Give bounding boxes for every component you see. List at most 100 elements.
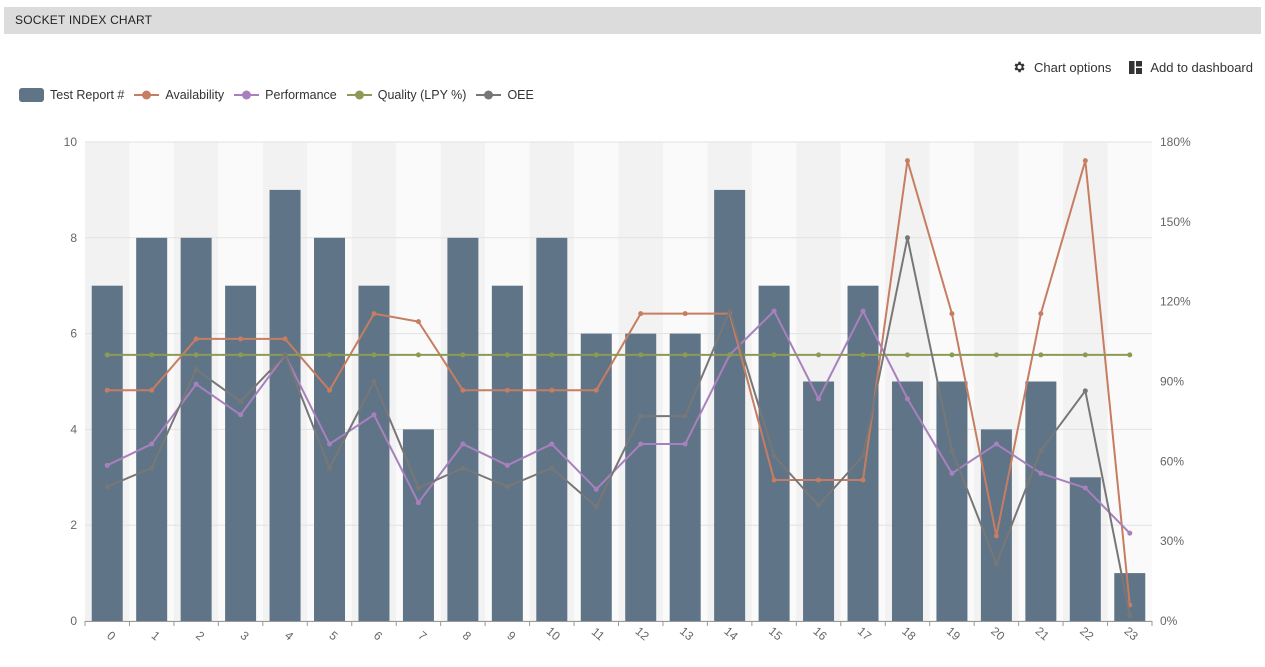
point-oee: [1038, 448, 1044, 454]
add-to-dashboard-button[interactable]: Add to dashboard: [1129, 60, 1253, 75]
panel-header: SOCKET INDEX CHART: [4, 7, 1261, 34]
chart-options-button[interactable]: Chart options: [1012, 60, 1111, 75]
legend-item-oee[interactable]: OEE: [476, 88, 534, 102]
legend-item-availability[interactable]: Availability: [134, 88, 224, 102]
bar-test-report: [669, 333, 701, 621]
legend-item-performance[interactable]: Performance: [234, 88, 337, 102]
legend-item-test-report[interactable]: Test Report #: [19, 88, 124, 102]
point-oee: [771, 453, 777, 459]
x-tick-label: 6: [371, 628, 385, 643]
bar-test-report: [980, 429, 1012, 621]
point-oee: [816, 502, 822, 508]
bar-test-report: [358, 285, 390, 621]
x-axis-ticks: [84, 621, 1153, 626]
point-performance: [860, 308, 866, 314]
point-performance: [1127, 530, 1133, 536]
x-tick-label: 22: [1077, 624, 1096, 644]
point-quality-lpy: [327, 352, 333, 358]
point-oee: [327, 465, 333, 471]
chart-title: SOCKET INDEX CHART: [15, 13, 153, 27]
x-tick-label: 18: [899, 624, 918, 644]
point-quality-lpy: [1082, 352, 1088, 358]
point-performance: [460, 441, 466, 447]
point-oee: [193, 367, 199, 373]
point-oee: [593, 504, 599, 510]
point-oee: [860, 453, 866, 459]
point-quality-lpy: [460, 352, 466, 358]
point-availability: [415, 319, 421, 325]
point-performance: [327, 441, 333, 447]
legend-label-quality: Quality (LPY %): [377, 88, 467, 102]
point-quality-lpy: [638, 352, 644, 358]
point-performance: [771, 308, 777, 314]
point-quality-lpy: [193, 352, 199, 358]
x-tick-label: 11: [589, 625, 608, 644]
point-oee: [993, 561, 999, 567]
y-left-tick-label: 6: [70, 327, 77, 341]
x-tick-label: 4: [282, 628, 296, 643]
y-left-tick-label: 2: [70, 518, 77, 532]
bar-test-report: [314, 237, 346, 622]
point-availability: [682, 311, 688, 317]
point-oee: [727, 308, 733, 314]
point-availability: [549, 387, 555, 393]
x-tick-label: 23: [1122, 624, 1141, 644]
chart-options-label: Chart options: [1034, 59, 1112, 75]
point-availability: [638, 311, 644, 317]
point-performance: [904, 396, 910, 402]
bar-series: [91, 189, 1146, 622]
x-tick-label: 20: [988, 624, 1007, 644]
point-performance: [104, 462, 110, 468]
point-oee: [238, 398, 244, 404]
point-availability: [593, 387, 599, 393]
x-tick-label: 10: [544, 624, 563, 644]
bar-test-report: [536, 237, 568, 622]
point-oee: [504, 484, 510, 490]
point-availability: [193, 336, 199, 342]
bar-test-report: [225, 285, 257, 621]
point-quality-lpy: [1038, 352, 1044, 358]
x-tick-label: 7: [415, 628, 429, 643]
point-performance: [1038, 470, 1044, 476]
bar-test-report: [1069, 477, 1101, 621]
y-right-tick-label: 0%: [1160, 614, 1178, 628]
legend-line-swatch: [134, 90, 160, 100]
point-performance: [638, 441, 644, 447]
bar-test-report: [447, 237, 479, 622]
y-axis-right: 0% 30% 60% 90% 120% 150% 180%: [1160, 135, 1191, 628]
y-right-tick-label: 150%: [1160, 215, 1191, 229]
legend-label-availability: Availability: [165, 88, 225, 102]
point-performance: [593, 486, 599, 492]
y-right-tick-label: 180%: [1160, 135, 1191, 149]
legend-line-swatch: [234, 90, 260, 100]
series-line-oee: [106, 236, 1131, 616]
y-axis-left: 0 2 4 6 8 10: [64, 135, 78, 628]
point-quality-lpy: [993, 352, 999, 358]
x-tick-label: 2: [193, 628, 207, 643]
bar-test-report: [625, 333, 657, 621]
point-performance: [1082, 485, 1088, 491]
point-availability: [371, 311, 377, 317]
legend-line-swatch: [346, 90, 372, 100]
point-quality-lpy: [415, 352, 421, 358]
legend-item-quality[interactable]: Quality (LPY %): [346, 88, 467, 102]
legend-line-swatch: [476, 90, 502, 100]
x-tick-label: 5: [326, 628, 340, 643]
point-performance: [993, 441, 999, 447]
bar-test-report: [269, 189, 301, 621]
point-availability: [1082, 158, 1088, 164]
x-tick-label: 0: [104, 628, 118, 643]
point-availability: [327, 387, 333, 393]
point-quality-lpy: [904, 352, 910, 358]
y-left-tick-label: 4: [70, 422, 77, 436]
point-quality-lpy: [816, 352, 822, 358]
point-oee: [904, 235, 910, 241]
point-quality-lpy: [149, 352, 155, 358]
point-oee: [549, 465, 555, 471]
legend-label-oee: OEE: [507, 88, 534, 102]
point-performance: [193, 381, 199, 387]
point-oee: [104, 484, 110, 490]
point-availability: [771, 477, 777, 483]
point-availability: [104, 387, 110, 393]
point-performance: [504, 462, 510, 468]
